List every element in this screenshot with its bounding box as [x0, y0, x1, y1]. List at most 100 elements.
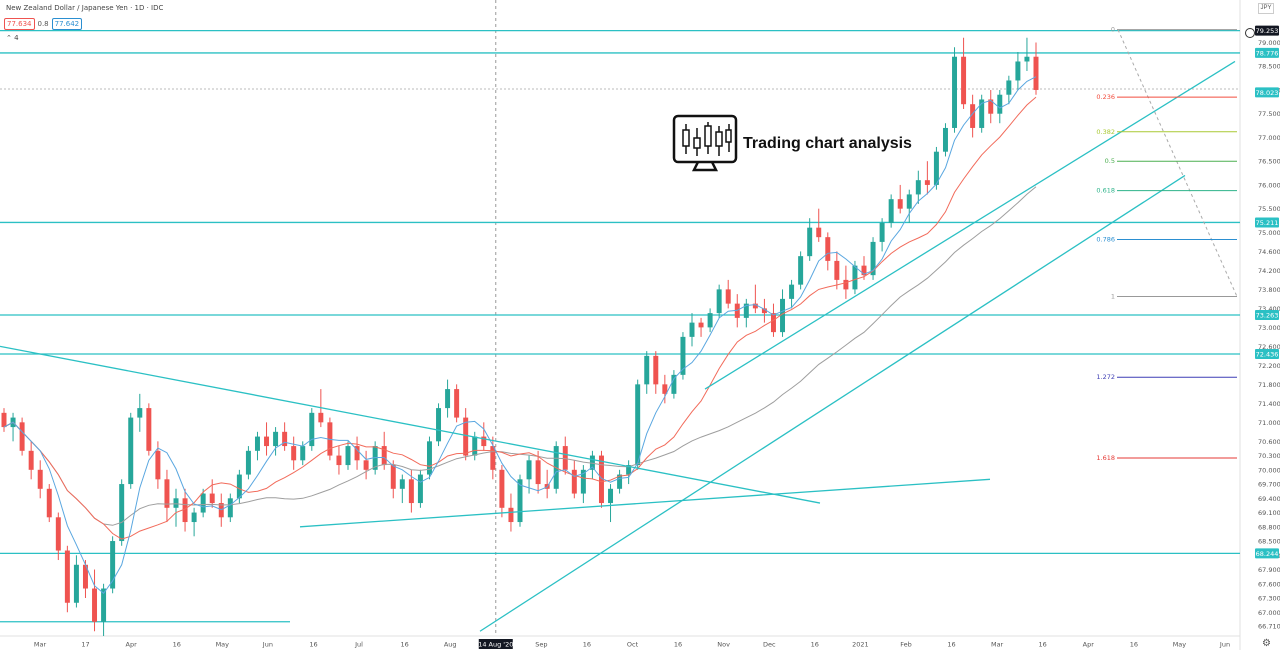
- gear-icon[interactable]: ⚙: [1262, 638, 1271, 649]
- candle-body: [970, 104, 976, 128]
- y-tick-label: 71.800: [1258, 381, 1280, 389]
- candle-body: [635, 384, 641, 466]
- y-tick-label: 74.200: [1258, 267, 1280, 275]
- candle-body: [28, 450, 34, 470]
- bid-price[interactable]: 77.634: [4, 18, 35, 30]
- x-tick-label: Mar: [34, 641, 47, 649]
- candle-body: [653, 355, 659, 385]
- fib-level-label: 0.236: [1096, 93, 1115, 101]
- quote-boxes: 77.634 0.8 77.642: [4, 18, 83, 30]
- candle-body: [236, 474, 242, 499]
- candle-body: [789, 284, 795, 299]
- scale-toggle-icon[interactable]: [1245, 28, 1255, 38]
- candle-body: [454, 389, 460, 418]
- candle-body: [961, 56, 967, 105]
- fib-anchor-line: [1117, 29, 1238, 297]
- candle-body: [535, 460, 541, 485]
- candle-body: [933, 151, 939, 185]
- fib-level-label: 0.786: [1096, 236, 1115, 244]
- fib-level-label: 0.618: [1096, 187, 1115, 195]
- candle-body: [73, 564, 79, 603]
- candle-body: [345, 446, 351, 466]
- candle-body: [173, 498, 179, 508]
- candle-body: [399, 479, 405, 489]
- price-badge-label: 68.244: [1256, 550, 1279, 558]
- y-tick-label: 72.200: [1258, 362, 1280, 370]
- candle-body: [517, 479, 523, 523]
- candle-body: [897, 199, 903, 209]
- price-badge: [1255, 348, 1279, 359]
- price-badge: [1255, 47, 1279, 58]
- indicator-toggle[interactable]: ⌃ 4: [6, 34, 19, 42]
- candle-body: [906, 194, 912, 209]
- candle-body: [1006, 80, 1012, 95]
- y-tick-label: 77.000: [1258, 134, 1280, 142]
- candle-body: [499, 469, 505, 508]
- price-badge-label: 79.253: [1256, 27, 1279, 35]
- x-tick-label: 16: [400, 641, 408, 649]
- fib-level-label: 1: [1111, 293, 1115, 301]
- candle-body: [1, 412, 7, 428]
- y-tick-label: 67.600: [1258, 580, 1280, 588]
- y-tick-label: 69.100: [1258, 509, 1280, 517]
- fib-level-label: 0: [1111, 26, 1115, 34]
- y-tick-label: 70.300: [1258, 452, 1280, 460]
- y-tick-label: 70.600: [1258, 438, 1280, 446]
- trend-line: [299, 478, 991, 528]
- candle-body: [716, 289, 722, 314]
- candle-body: [698, 322, 704, 328]
- y-tick-label: 77.500: [1258, 110, 1280, 118]
- candle-body: [381, 446, 387, 466]
- candle-body: [617, 474, 623, 489]
- x-tick-label: 16: [674, 641, 682, 649]
- symbol-title: New Zealand Dollar / Japanese Yen · 1D ·…: [6, 4, 164, 12]
- y-tick-label: 73.000: [1258, 324, 1280, 332]
- candle-body: [490, 446, 496, 470]
- candle-body: [608, 488, 614, 504]
- candle-body: [37, 469, 43, 489]
- candle-body: [743, 303, 749, 318]
- x-tick-label: Sep: [535, 641, 547, 649]
- x-tick-label: 16: [583, 641, 591, 649]
- price-badge-label: 72.436: [1256, 350, 1279, 358]
- candle-body: [119, 484, 125, 542]
- ask-price[interactable]: 77.642: [51, 18, 83, 30]
- candle-body: [300, 446, 306, 461]
- fib-level-label: 1.618: [1096, 454, 1115, 462]
- x-tick-label: Apr: [1083, 641, 1095, 649]
- y-tick-label: 75.000: [1258, 229, 1280, 237]
- y-tick-label: 67.900: [1258, 566, 1280, 574]
- candle-body: [408, 479, 414, 504]
- currency-label: JPY: [1258, 3, 1274, 14]
- fib-level-label: 1.272: [1096, 373, 1115, 381]
- candle-body: [318, 412, 324, 423]
- crosshair-date-box: [478, 639, 513, 649]
- ma-fast-line: [3, 76, 1037, 595]
- x-tick-label: May: [216, 641, 230, 649]
- y-tick-label: 66.710: [1258, 623, 1280, 631]
- candle-body: [508, 507, 514, 523]
- candle-body: [191, 512, 197, 523]
- candle-body: [752, 303, 758, 309]
- candle-body: [1024, 56, 1030, 62]
- x-tick-label: 2021: [852, 641, 869, 649]
- candle-body: [182, 498, 188, 523]
- y-tick-label: 76.500: [1258, 158, 1280, 166]
- candle-body: [562, 446, 568, 470]
- candle-body: [55, 517, 61, 551]
- candle-body: [952, 56, 958, 128]
- candle-body: [798, 256, 804, 285]
- y-tick-label: 67.300: [1258, 595, 1280, 603]
- x-tick-label: 16: [1130, 641, 1138, 649]
- candle-body: [200, 493, 206, 513]
- price-badge: [1255, 217, 1279, 228]
- monitor-candlestick-icon: [672, 114, 738, 172]
- candle-body: [770, 313, 776, 333]
- candle-body: [354, 446, 360, 461]
- candle-body: [309, 412, 315, 447]
- candle-body: [526, 460, 532, 480]
- candle-body: [598, 455, 604, 504]
- x-tick-label: 16: [1039, 641, 1047, 649]
- x-tick-label: Nov: [717, 641, 730, 649]
